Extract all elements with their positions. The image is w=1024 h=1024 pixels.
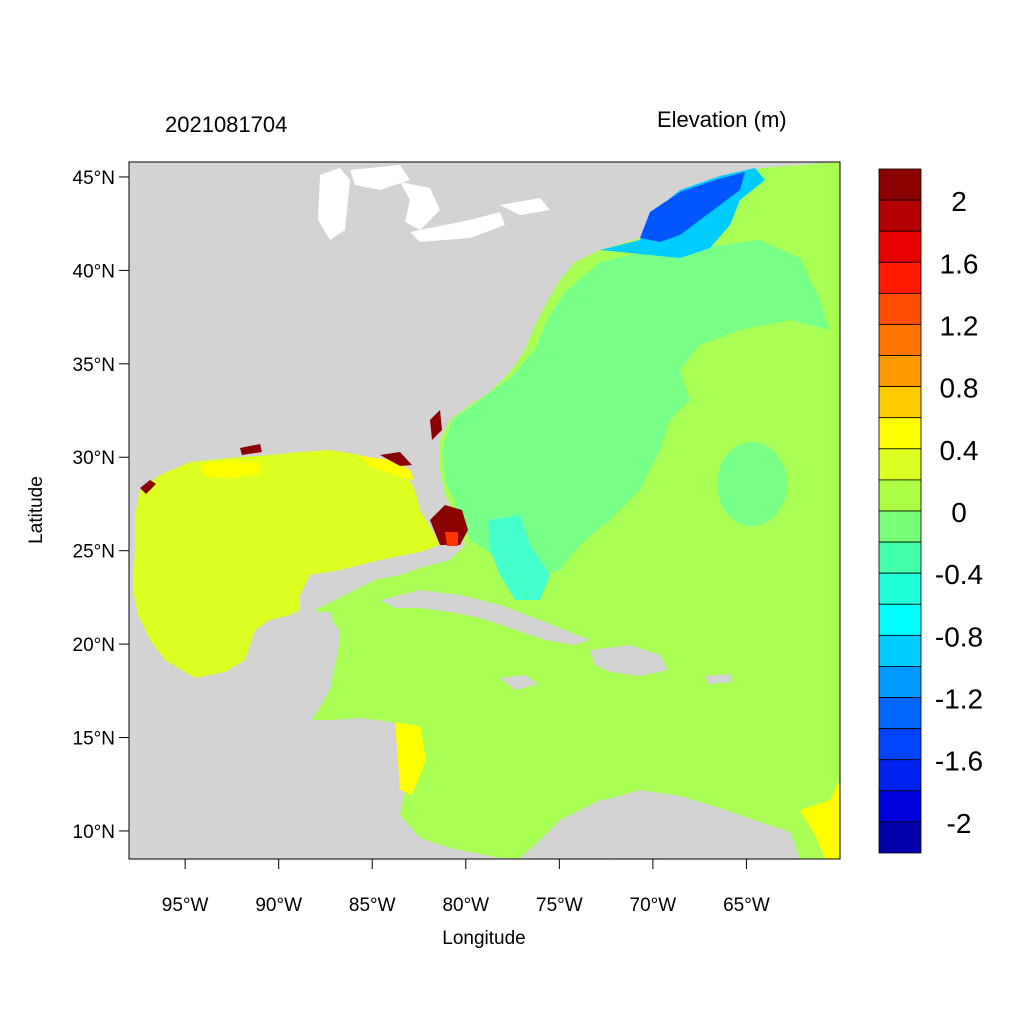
colorbar-swatch [878, 199, 922, 232]
x-axis-label: Longitude [442, 928, 525, 949]
colorbar-swatch [878, 759, 922, 792]
colorbar-swatch [878, 448, 922, 481]
colorbar: 2 1.6 1.2 0.8 0.4 0 -0.4 -0.8 -1.2 -1.6 -2 [878, 168, 983, 854]
colorbar-swatch [878, 355, 922, 388]
colorbar-label: -1.6 [935, 746, 983, 777]
lon-tick-label: 80°W [442, 895, 489, 916]
variable-title: Elevation (m) [657, 107, 787, 132]
puerto-rico-land [705, 674, 732, 684]
colorbar-label: -1.2 [935, 684, 983, 715]
colorbar-swatch [878, 386, 922, 419]
colorbar-swatch [878, 634, 922, 667]
lat-tick-label: 10°N [73, 822, 115, 843]
lon-tick-label: 70°W [630, 895, 677, 916]
lat-tick-label: 20°N [73, 635, 115, 656]
gulf-coastal-band [200, 460, 260, 478]
lon-tick-label: 75°W [536, 895, 583, 916]
colorbar-swatch [878, 666, 922, 698]
yucatan-coastal-high [395, 722, 426, 795]
colorbar-label: 0.4 [940, 435, 979, 466]
gulf-coastal-band-east [360, 456, 414, 480]
colorbar-swatch [878, 230, 922, 263]
colorbar-label: -0.4 [935, 559, 983, 590]
colorbar-swatch [878, 292, 922, 325]
yucatan-land [255, 612, 340, 715]
bahamas-depression [488, 515, 550, 600]
florida-surge-high [430, 505, 468, 545]
cuba-land [380, 590, 590, 645]
lat-tick-label: 15°N [73, 729, 115, 750]
lon-tick-label: 85°W [349, 895, 396, 916]
colorbar-label: 2 [951, 186, 967, 217]
colorbar-swatch [878, 790, 922, 823]
colorbar-swatch [878, 697, 922, 730]
colorbar-swatch [878, 541, 922, 574]
jamaica-land [500, 675, 538, 690]
colorbar-label: 1.2 [940, 310, 979, 341]
colorbar-swatch [878, 168, 922, 201]
florida-surge-core [445, 532, 458, 546]
ocean-eddy [717, 442, 787, 526]
lat-tick-label: 25°N [73, 542, 115, 563]
colorbar-label: 0.8 [940, 373, 979, 404]
colorbar-swatch [878, 479, 922, 512]
colorbar-swatch [878, 261, 922, 294]
longitude-axis: 95°W 90°W 85°W 80°W 75°W 70°W 65°W [162, 859, 770, 916]
colorbar-swatch [878, 572, 922, 605]
lon-tick-label: 95°W [162, 895, 209, 916]
lon-tick-label: 90°W [255, 895, 302, 916]
latitude-axis: 45°N 40°N 35°N 30°N 25°N 20°N 15°N 10°N [73, 168, 129, 843]
south-america-land [520, 790, 800, 859]
plot-frame [128, 161, 841, 860]
lon-tick-label: 65°W [723, 895, 770, 916]
lat-tick-label: 45°N [73, 168, 115, 189]
gulf-of-maine-low-core [640, 172, 745, 242]
colorbar-swatch [878, 417, 922, 450]
colorbar-label: 1.6 [940, 248, 979, 279]
lat-tick-label: 30°N [73, 448, 115, 469]
colorbar-swatch [878, 603, 922, 636]
colorbar-swatch [878, 728, 922, 761]
map-plot-area [129, 162, 840, 859]
gulf-of-mexico-field [133, 450, 440, 678]
lat-tick-label: 35°N [73, 355, 115, 376]
colorbar-label: 0 [951, 497, 967, 528]
colorbar-swatch [878, 510, 922, 543]
colorbar-swatch [878, 324, 922, 356]
great-lakes [318, 165, 550, 242]
colorbar-swatch [878, 821, 922, 854]
hispaniola-land [590, 645, 668, 676]
map-timestamp: 2021081704 [165, 112, 288, 137]
lat-tick-label: 40°N [73, 261, 115, 282]
y-axis-label: Latitude [26, 476, 47, 544]
continental-shelf-field [442, 240, 830, 580]
colorbar-label: -0.8 [935, 621, 983, 652]
colorbar-label: -2 [947, 808, 972, 839]
